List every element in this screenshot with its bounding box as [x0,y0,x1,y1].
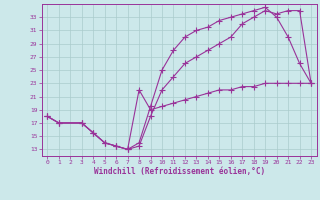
X-axis label: Windchill (Refroidissement éolien,°C): Windchill (Refroidissement éolien,°C) [94,167,265,176]
